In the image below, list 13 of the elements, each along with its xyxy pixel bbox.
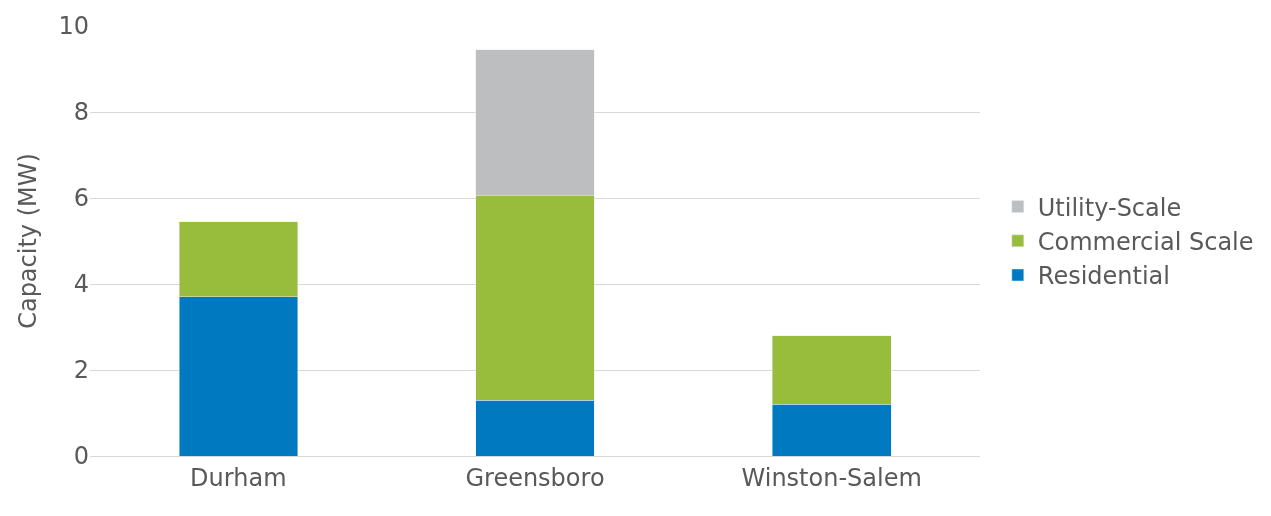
y-tick-label: 8	[73, 98, 89, 127]
y-tick-label: 0	[73, 442, 89, 471]
x-tick-label: Durham	[190, 463, 287, 492]
y-axis-title: Capacity (MW)	[13, 153, 42, 329]
legend-label: Residential	[1037, 262, 1170, 291]
legend-label: Commercial Scale	[1037, 228, 1254, 257]
x-tick-label: Winston-Salem	[741, 463, 922, 492]
y-tick-label: 4	[73, 270, 89, 299]
x-tick-label: Greensboro	[465, 463, 605, 492]
y-tick-label: 2	[73, 356, 89, 385]
legend-label: Utility-Scale	[1037, 193, 1182, 222]
y-tick-label: 10	[58, 12, 89, 41]
y-tick-label: 6	[73, 184, 89, 213]
